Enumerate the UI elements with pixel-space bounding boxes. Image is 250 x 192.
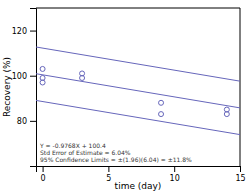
tick-mark (174, 166, 175, 172)
tick: 80 (17, 117, 36, 126)
tick-label: 15 (235, 174, 245, 183)
tick-mark (108, 166, 109, 172)
y-axis-label: Recovery (%) (2, 57, 12, 117)
axis-line (37, 167, 241, 173)
point (224, 112, 229, 117)
point (40, 80, 45, 85)
annotation-line: Std Error of Estimate = 6.04% (40, 149, 131, 156)
point (80, 75, 85, 80)
annotation-line: 95% Confidence Limits = ±(1.96)(6.04) = … (40, 156, 192, 163)
tick-mark (43, 166, 44, 172)
x-axis-label: time (day) (115, 181, 162, 191)
tick: 0 (41, 166, 46, 183)
point (159, 112, 164, 117)
tick-label: 80 (17, 117, 27, 126)
tick-mark (30, 31, 36, 32)
tick: 120 (12, 27, 36, 36)
line (36, 100, 240, 134)
tick-label: 5 (106, 174, 111, 183)
tick-label: 0 (41, 174, 46, 183)
tick-mark (30, 76, 36, 77)
tick: 100 (12, 72, 36, 81)
tick-label: 120 (12, 27, 27, 36)
line (36, 47, 240, 81)
tick-mark (240, 166, 241, 172)
annotation: Y = -0.9768X + 100.4Std Error of Estimat… (39, 142, 192, 163)
tick-label: 10 (170, 174, 180, 183)
line (36, 74, 240, 108)
annotation-line: Y = -0.9768X + 100.4 (39, 142, 106, 149)
point (159, 100, 164, 105)
tick: 10 (170, 166, 180, 183)
tick: 15 (235, 166, 245, 183)
y-axis: 80 100 120 (12, 9, 37, 167)
chart: 0 5 10 15 80 100 120 Y = -0.9768X + 100.4Std Er… (0, 0, 250, 192)
frame (240, 8, 241, 166)
tick-mark (30, 121, 36, 122)
axis-line (30, 9, 37, 167)
tick-label: 100 (12, 72, 27, 81)
plot: 0 5 10 15 80 100 120 Y = -0.9768X + 100.4Std Er… (12, 8, 246, 183)
tick: 5 (106, 166, 111, 183)
marks (36, 47, 240, 135)
frame (36, 8, 240, 9)
point (40, 66, 45, 71)
